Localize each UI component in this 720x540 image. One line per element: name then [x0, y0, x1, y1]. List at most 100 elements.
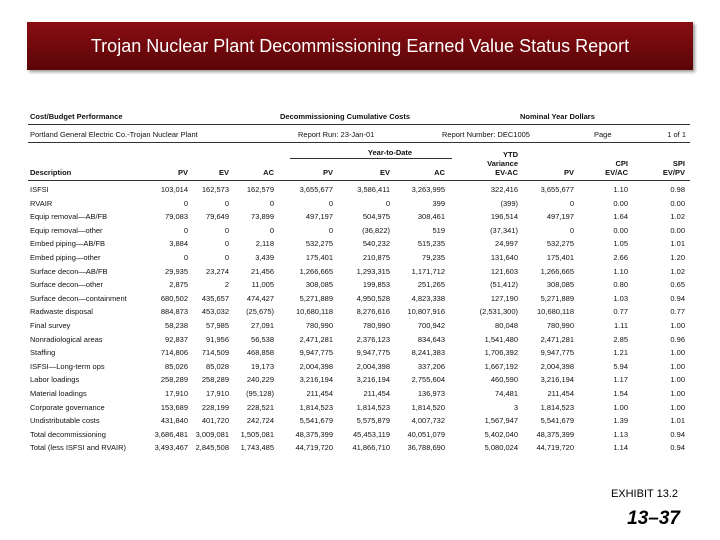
row-label: Surface decon—containment [30, 293, 127, 303]
cell: 10,680,118 [537, 307, 574, 317]
report-info: Report Run: 23-Jan-01 [298, 130, 375, 139]
page-number: 13–37 [627, 508, 680, 529]
cell: 11,005 [251, 280, 274, 290]
cell: 1,567,947 [484, 416, 518, 426]
cell: 2,376,123 [356, 334, 390, 344]
cell: 1.17 [613, 375, 628, 385]
cell: 5,080,024 [484, 443, 518, 453]
cell: 3,216,194 [299, 375, 333, 385]
cell: 73,899 [251, 212, 274, 222]
cell: 0 [224, 225, 229, 235]
cell: 45,453,119 [353, 429, 390, 439]
cell: 1.00 [613, 402, 628, 412]
cell: 240,229 [246, 375, 274, 385]
column-header: Description [30, 168, 72, 177]
cell: 48,375,399 [536, 429, 574, 439]
cell: 0.00 [613, 225, 628, 235]
cell: 19,173 [251, 361, 274, 371]
cell: 460,590 [490, 375, 518, 385]
cell: 5,271,889 [540, 293, 574, 303]
cell: 2,118 [255, 239, 274, 249]
cell: 1,266,665 [299, 266, 333, 276]
row-label: Final survey [30, 321, 71, 330]
report-info: 1 of 1 [667, 130, 686, 139]
cell: 2.66 [613, 253, 628, 262]
cell: 519 [432, 225, 445, 235]
cell: 5,402,040 [484, 429, 518, 439]
cell: 79,083 [165, 212, 188, 222]
cell: 0 [328, 198, 333, 208]
row-label: RVAIR [30, 198, 53, 208]
cell: 0.98 [670, 185, 685, 194]
row-label: Staffing [30, 348, 56, 358]
column-header: EV [218, 168, 229, 177]
cell: 1.03 [613, 293, 628, 303]
row-label: ISFSI [30, 185, 49, 194]
cell: 57,985 [206, 321, 229, 330]
title-bar: Trojan Nuclear Plant Decommissioning Ear… [27, 22, 693, 70]
cell: (36,822) [362, 225, 390, 235]
cell: 251,265 [417, 280, 445, 290]
cell: 0.00 [670, 198, 685, 208]
cell: 8,241,383 [411, 348, 445, 358]
report-info: Report Number: DEC1005 [442, 130, 530, 139]
cell: 540,232 [362, 239, 390, 249]
cell: 0 [224, 198, 229, 208]
cell: 44,719,720 [295, 443, 333, 453]
column-header: Variance [487, 159, 518, 168]
cell: 85,026 [165, 361, 188, 371]
cell: 29,935 [165, 266, 188, 276]
cell: 175,401 [305, 253, 333, 262]
cell: 242,724 [246, 416, 274, 426]
cell: 1.02 [670, 212, 685, 222]
cell: 0 [328, 225, 333, 235]
cell: 5,271,889 [299, 293, 333, 303]
cell: 1.00 [670, 389, 685, 398]
cell: 308,085 [305, 280, 333, 290]
cell: 41,866,710 [352, 443, 390, 453]
row-label: Radwaste disposal [30, 307, 93, 317]
cell: 1.10 [613, 266, 628, 276]
column-header: PV [322, 168, 333, 177]
cell: 1,814,523 [540, 402, 574, 412]
cell: (51,412) [490, 280, 518, 290]
cell: 153,689 [160, 402, 188, 412]
cell: 1.00 [670, 348, 685, 358]
cell: 1.54 [613, 389, 628, 398]
cell: 2,004,398 [356, 361, 390, 371]
cell: 308,461 [417, 212, 445, 222]
row-label: Equip removal—AB/FB [30, 212, 108, 222]
cell: 1.01 [670, 239, 685, 249]
cell: 2,471,281 [299, 334, 333, 344]
cell: 0.00 [670, 225, 685, 235]
cell: 0.96 [670, 334, 685, 344]
cell: 1,293,315 [356, 266, 390, 276]
cell: 3,009,081 [195, 429, 229, 439]
cell: 3,586,411 [357, 185, 390, 194]
cell: (2,531,300) [479, 307, 518, 317]
column-header: EV [379, 168, 390, 177]
rule [290, 158, 452, 159]
cell: 1.14 [613, 443, 628, 453]
row-label: Surface decon—AB/FB [30, 266, 108, 276]
cell: 9,947,775 [356, 348, 390, 358]
report-heading: Decommissioning Cumulative Costs [280, 112, 411, 121]
row-label: Surface decon—other [30, 280, 103, 290]
rule [28, 124, 690, 125]
cell: 780,990 [362, 321, 390, 330]
cell: 85,028 [206, 361, 229, 371]
cell: 3 [513, 402, 518, 412]
cell: 3,263,995 [411, 185, 445, 194]
row-label: Embed piping—AB/FB [30, 239, 106, 249]
cell: 515,235 [417, 239, 445, 249]
cell: 714,806 [160, 348, 188, 358]
cell: 17,910 [165, 389, 188, 398]
cell: 308,085 [546, 280, 574, 290]
row-label: Total (less ISFSI and RVAIR) [30, 443, 127, 453]
cell: 1,706,392 [484, 348, 518, 358]
cell: 504,975 [362, 212, 390, 222]
cell: 4,823,338 [411, 293, 445, 303]
row-label: Equip removal—other [30, 225, 103, 235]
cell: 9,947,775 [299, 348, 333, 358]
cell: 196,514 [490, 212, 518, 222]
